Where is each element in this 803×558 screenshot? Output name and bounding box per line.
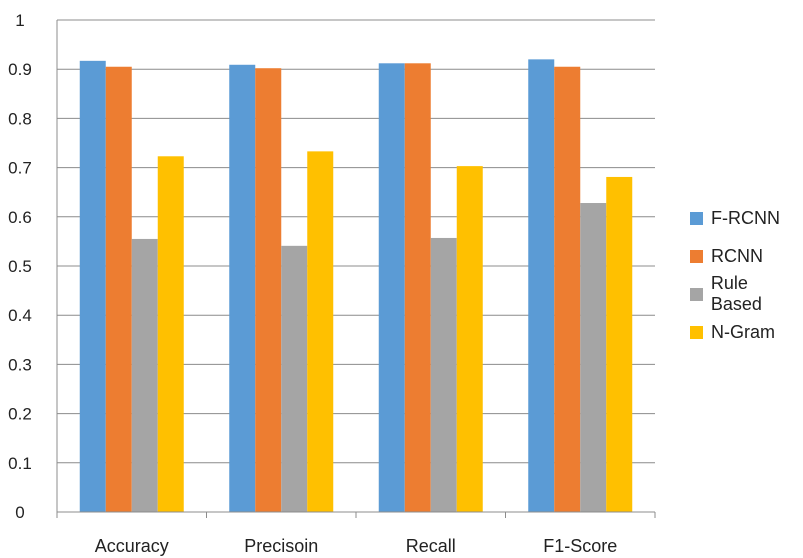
bar [255, 68, 282, 512]
legend-label: F-RCNN [711, 207, 780, 228]
legend-swatch [690, 249, 703, 263]
y-tick-labels: 0 0.1 0.2 0.3 0.4 0.5 0.6 0.7 0.8 0.9 1 [8, 11, 32, 522]
x-tick-label: Accuracy [95, 536, 169, 556]
x-tick-labels: Accuracy Precisoin Recall F1-Score [95, 536, 618, 556]
bar [281, 245, 308, 512]
legend-item-n-gram: N-Gram [690, 313, 803, 351]
bar [404, 63, 431, 513]
y-tick-label: 0.2 [8, 405, 32, 424]
bars [79, 59, 633, 513]
bar [131, 238, 158, 512]
bar [528, 59, 555, 513]
y-tick-label: 0.4 [8, 306, 32, 325]
legend-swatch [690, 211, 703, 225]
bar [157, 156, 184, 512]
y-tick-label: 0.3 [8, 355, 32, 374]
axes [56, 20, 656, 518]
bar [456, 166, 483, 512]
bar [554, 66, 581, 513]
y-tick-label: 0.5 [8, 257, 32, 276]
bar [580, 203, 607, 513]
legend-item-rcnn: RCNN [690, 237, 803, 275]
bar [378, 63, 405, 513]
y-tick-label: 0 [15, 503, 24, 522]
legend-item-f-rcnn: F-RCNN [690, 199, 803, 237]
legend-label: RCNN [711, 245, 763, 266]
legend: F-RCNN RCNN Rule Based N-Gram [690, 199, 803, 351]
bar [606, 176, 633, 512]
x-tick-label: Precisoin [244, 536, 318, 556]
legend-label: N-Gram [711, 321, 775, 342]
bar [430, 237, 457, 512]
x-tick-label: Recall [406, 536, 456, 556]
bar [79, 60, 106, 512]
x-tick-label: F1-Score [543, 536, 617, 556]
legend-label: Rule Based [710, 273, 762, 314]
y-tick-label: 0.8 [8, 109, 32, 128]
bar [229, 64, 256, 512]
y-tick-label: 1 [15, 11, 24, 30]
legend-swatch [690, 325, 703, 339]
legend-item-rule-based: Rule Based [690, 273, 803, 314]
bar [105, 66, 132, 513]
y-tick-label: 0.9 [8, 60, 32, 79]
y-tick-label: 0.6 [8, 208, 32, 227]
y-tick-label: 0.1 [8, 454, 32, 473]
bar [307, 151, 334, 512]
y-tick-label: 0.7 [8, 159, 32, 178]
legend-swatch [690, 287, 703, 301]
